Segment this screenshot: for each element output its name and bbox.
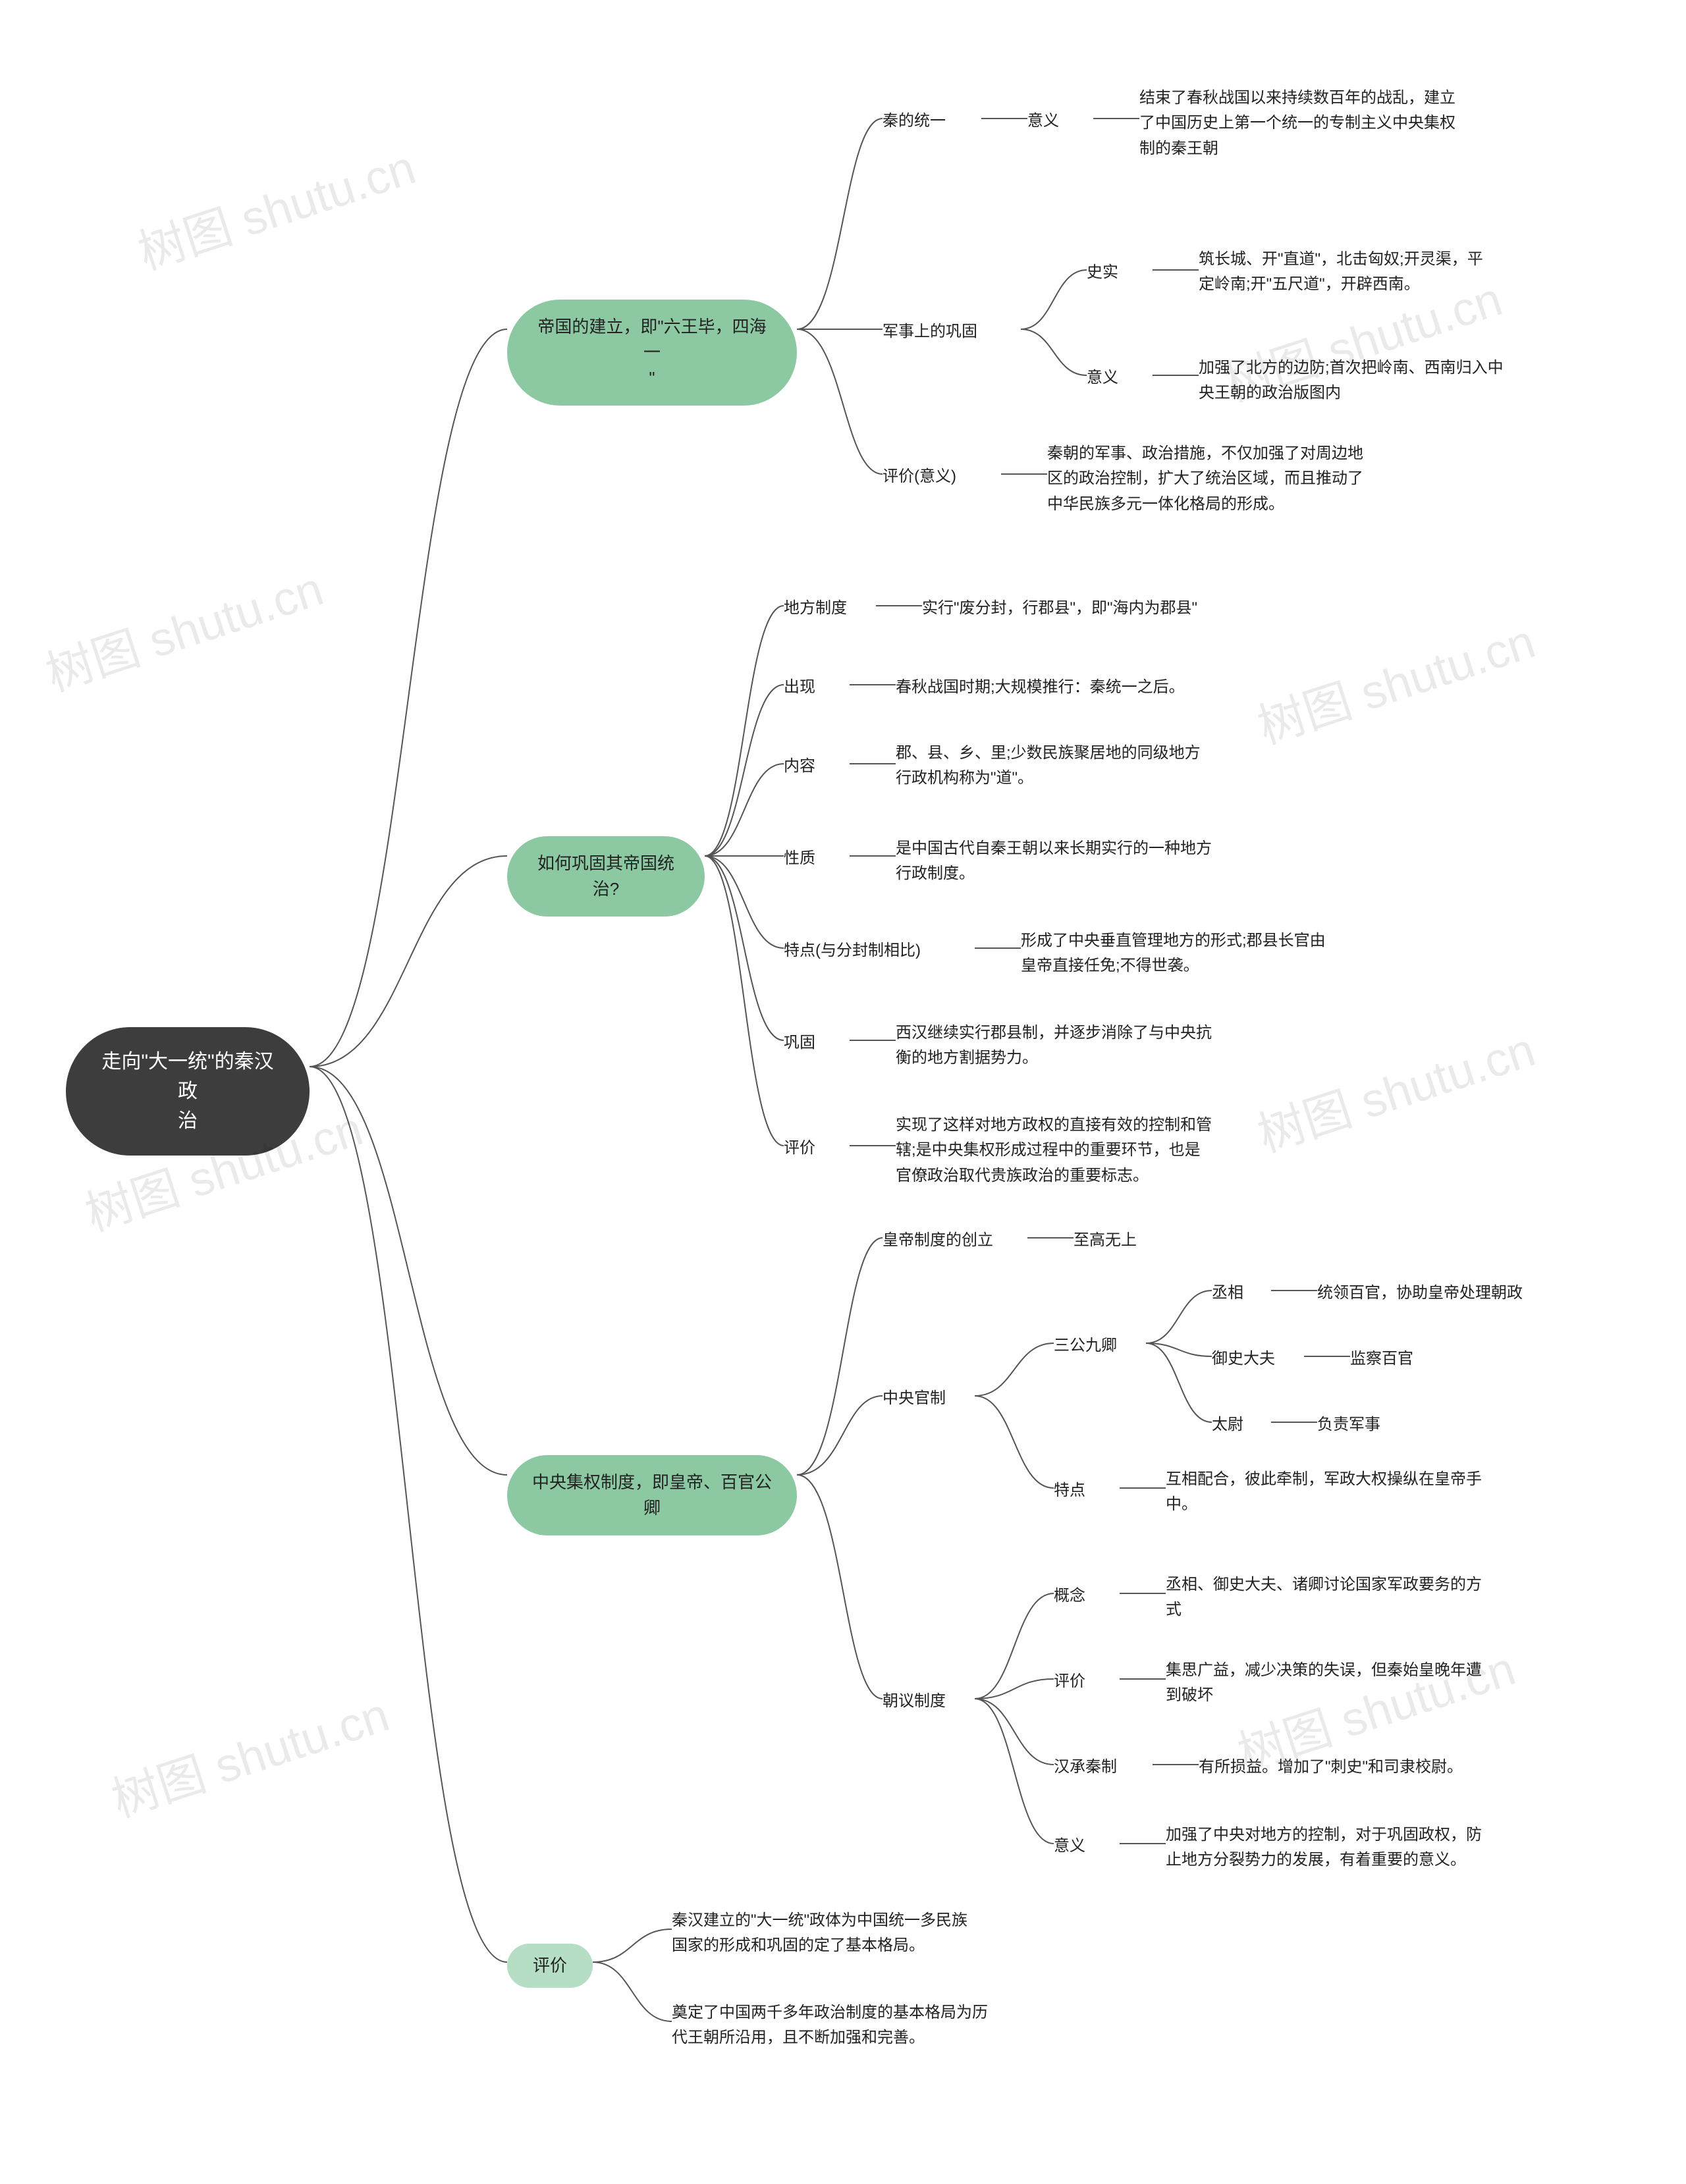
node-facts[interactable]: 史实: [1087, 260, 1118, 285]
branch-consolidate[interactable]: 如何巩固其帝国统治?: [507, 836, 705, 917]
leaf-text: 统领百官，协助皇帝处理朝政: [1317, 1281, 1600, 1306]
node-consolidate[interactable]: 巩固: [784, 1030, 815, 1055]
node-appear[interactable]: 出现: [784, 675, 815, 700]
node-meaning[interactable]: 意义: [1087, 365, 1118, 390]
node-yushi[interactable]: 御史大夫: [1212, 1346, 1275, 1372]
node-content[interactable]: 内容: [784, 754, 815, 779]
leaf-text: 互相配合，彼此牵制，军政大权操纵在皇帝手中。: [1166, 1467, 1535, 1518]
leaf-text: 实行"废分封，行郡县"，即"海内为郡县": [922, 596, 1317, 621]
node-chaoyi[interactable]: 朝议制度: [883, 1689, 946, 1714]
leaf-text: 加强了北方的边防;首次把岭南、西南归入中央王朝的政治版图内: [1199, 356, 1567, 406]
node-military[interactable]: 军事上的巩固: [883, 319, 977, 344]
leaf-text: 有所损益。增加了"刺史"和司隶校尉。: [1199, 1755, 1567, 1780]
leaf-text: 加强了中央对地方的控制，对于巩固政权，防止地方分裂势力的发展，有着重要的意义。: [1166, 1823, 1535, 1873]
node-meaning[interactable]: 意义: [1027, 109, 1059, 134]
branch-evaluation[interactable]: 评价: [507, 1944, 593, 1988]
node-chengxiang[interactable]: 丞相: [1212, 1281, 1243, 1306]
node-concept[interactable]: 概念: [1054, 1584, 1085, 1609]
node-meaning[interactable]: 意义: [1054, 1834, 1085, 1859]
leaf-text: 奠定了中国两千多年政治制度的基本格局为历代王朝所沿用，且不断加强和完善。: [672, 2000, 1041, 2051]
leaf-text: 结束了春秋战国以来持续数百年的战乱，建立了中国历史上第一个统一的专制主义中央集权…: [1139, 86, 1502, 161]
leaf-text: 实现了这样对地方政权的直接有效的控制和管辖;是中央集权形成过程中的重要环节，也是…: [896, 1113, 1264, 1188]
node-hanchengqin[interactable]: 汉承秦制: [1054, 1755, 1117, 1780]
leaf-text: 秦朝的军事、政治措施，不仅加强了对周边地区的政治控制，扩大了统治区域，而且推动了…: [1047, 441, 1416, 517]
leaf-text: 形成了中央垂直管理地方的形式;郡县长官由皇帝直接任免;不得世袭。: [1021, 928, 1390, 979]
leaf-text: 秦汉建立的"大一统"政体为中国统一多民族国家的形成和巩固的定了基本格局。: [672, 1908, 1041, 1959]
node-sangong[interactable]: 三公九卿: [1054, 1333, 1117, 1358]
leaf-text: 丞相、御史大夫、诸卿讨论国家军政要务的方式: [1166, 1572, 1535, 1623]
node-eval[interactable]: 评价(意义): [883, 464, 956, 489]
node-nature[interactable]: 性质: [784, 846, 815, 871]
leaf-text: 负责军事: [1317, 1412, 1380, 1437]
leaf-text: 筑长城、开"直道"，北击匈奴;开灵渠，平定岭南;开"五尺道"，开辟西南。: [1199, 247, 1567, 298]
leaf-text: 至高无上: [1074, 1228, 1137, 1253]
node-local-system[interactable]: 地方制度: [784, 596, 847, 621]
leaf-text: 春秋战国时期;大规模推行：秦统一之后。: [896, 675, 1291, 700]
node-qin-unify[interactable]: 秦的统一: [883, 109, 946, 134]
root-node[interactable]: 走向"大一统"的秦汉政治: [66, 1027, 310, 1156]
node-emperor-system[interactable]: 皇帝制度的创立: [883, 1228, 993, 1253]
leaf-text: 监察百官: [1350, 1346, 1413, 1372]
branch-central-power[interactable]: 中央集权制度，即皇帝、百官公卿: [507, 1455, 797, 1535]
leaf-text: 西汉继续实行郡县制，并逐步消除了与中央抗衡的地方割据势力。: [896, 1021, 1264, 1071]
node-feature[interactable]: 特点(与分封制相比): [784, 938, 921, 963]
leaf-text: 是中国古代自秦王朝以来长期实行的一种地方行政制度。: [896, 836, 1264, 887]
branch-empire-establish[interactable]: 帝国的建立，即"六王毕，四海一": [507, 300, 797, 406]
node-taiwei[interactable]: 太尉: [1212, 1412, 1243, 1437]
node-eval[interactable]: 评价: [784, 1136, 815, 1161]
node-feature[interactable]: 特点: [1054, 1478, 1085, 1503]
leaf-text: 集思广益，减少决策的失误，但秦始皇晚年遭到破坏: [1166, 1658, 1535, 1709]
leaf-text: 郡、县、乡、里;少数民族聚居地的同级地方行政机构称为"道"。: [896, 741, 1264, 791]
node-eval[interactable]: 评价: [1054, 1669, 1085, 1694]
node-central-official[interactable]: 中央官制: [883, 1386, 946, 1411]
